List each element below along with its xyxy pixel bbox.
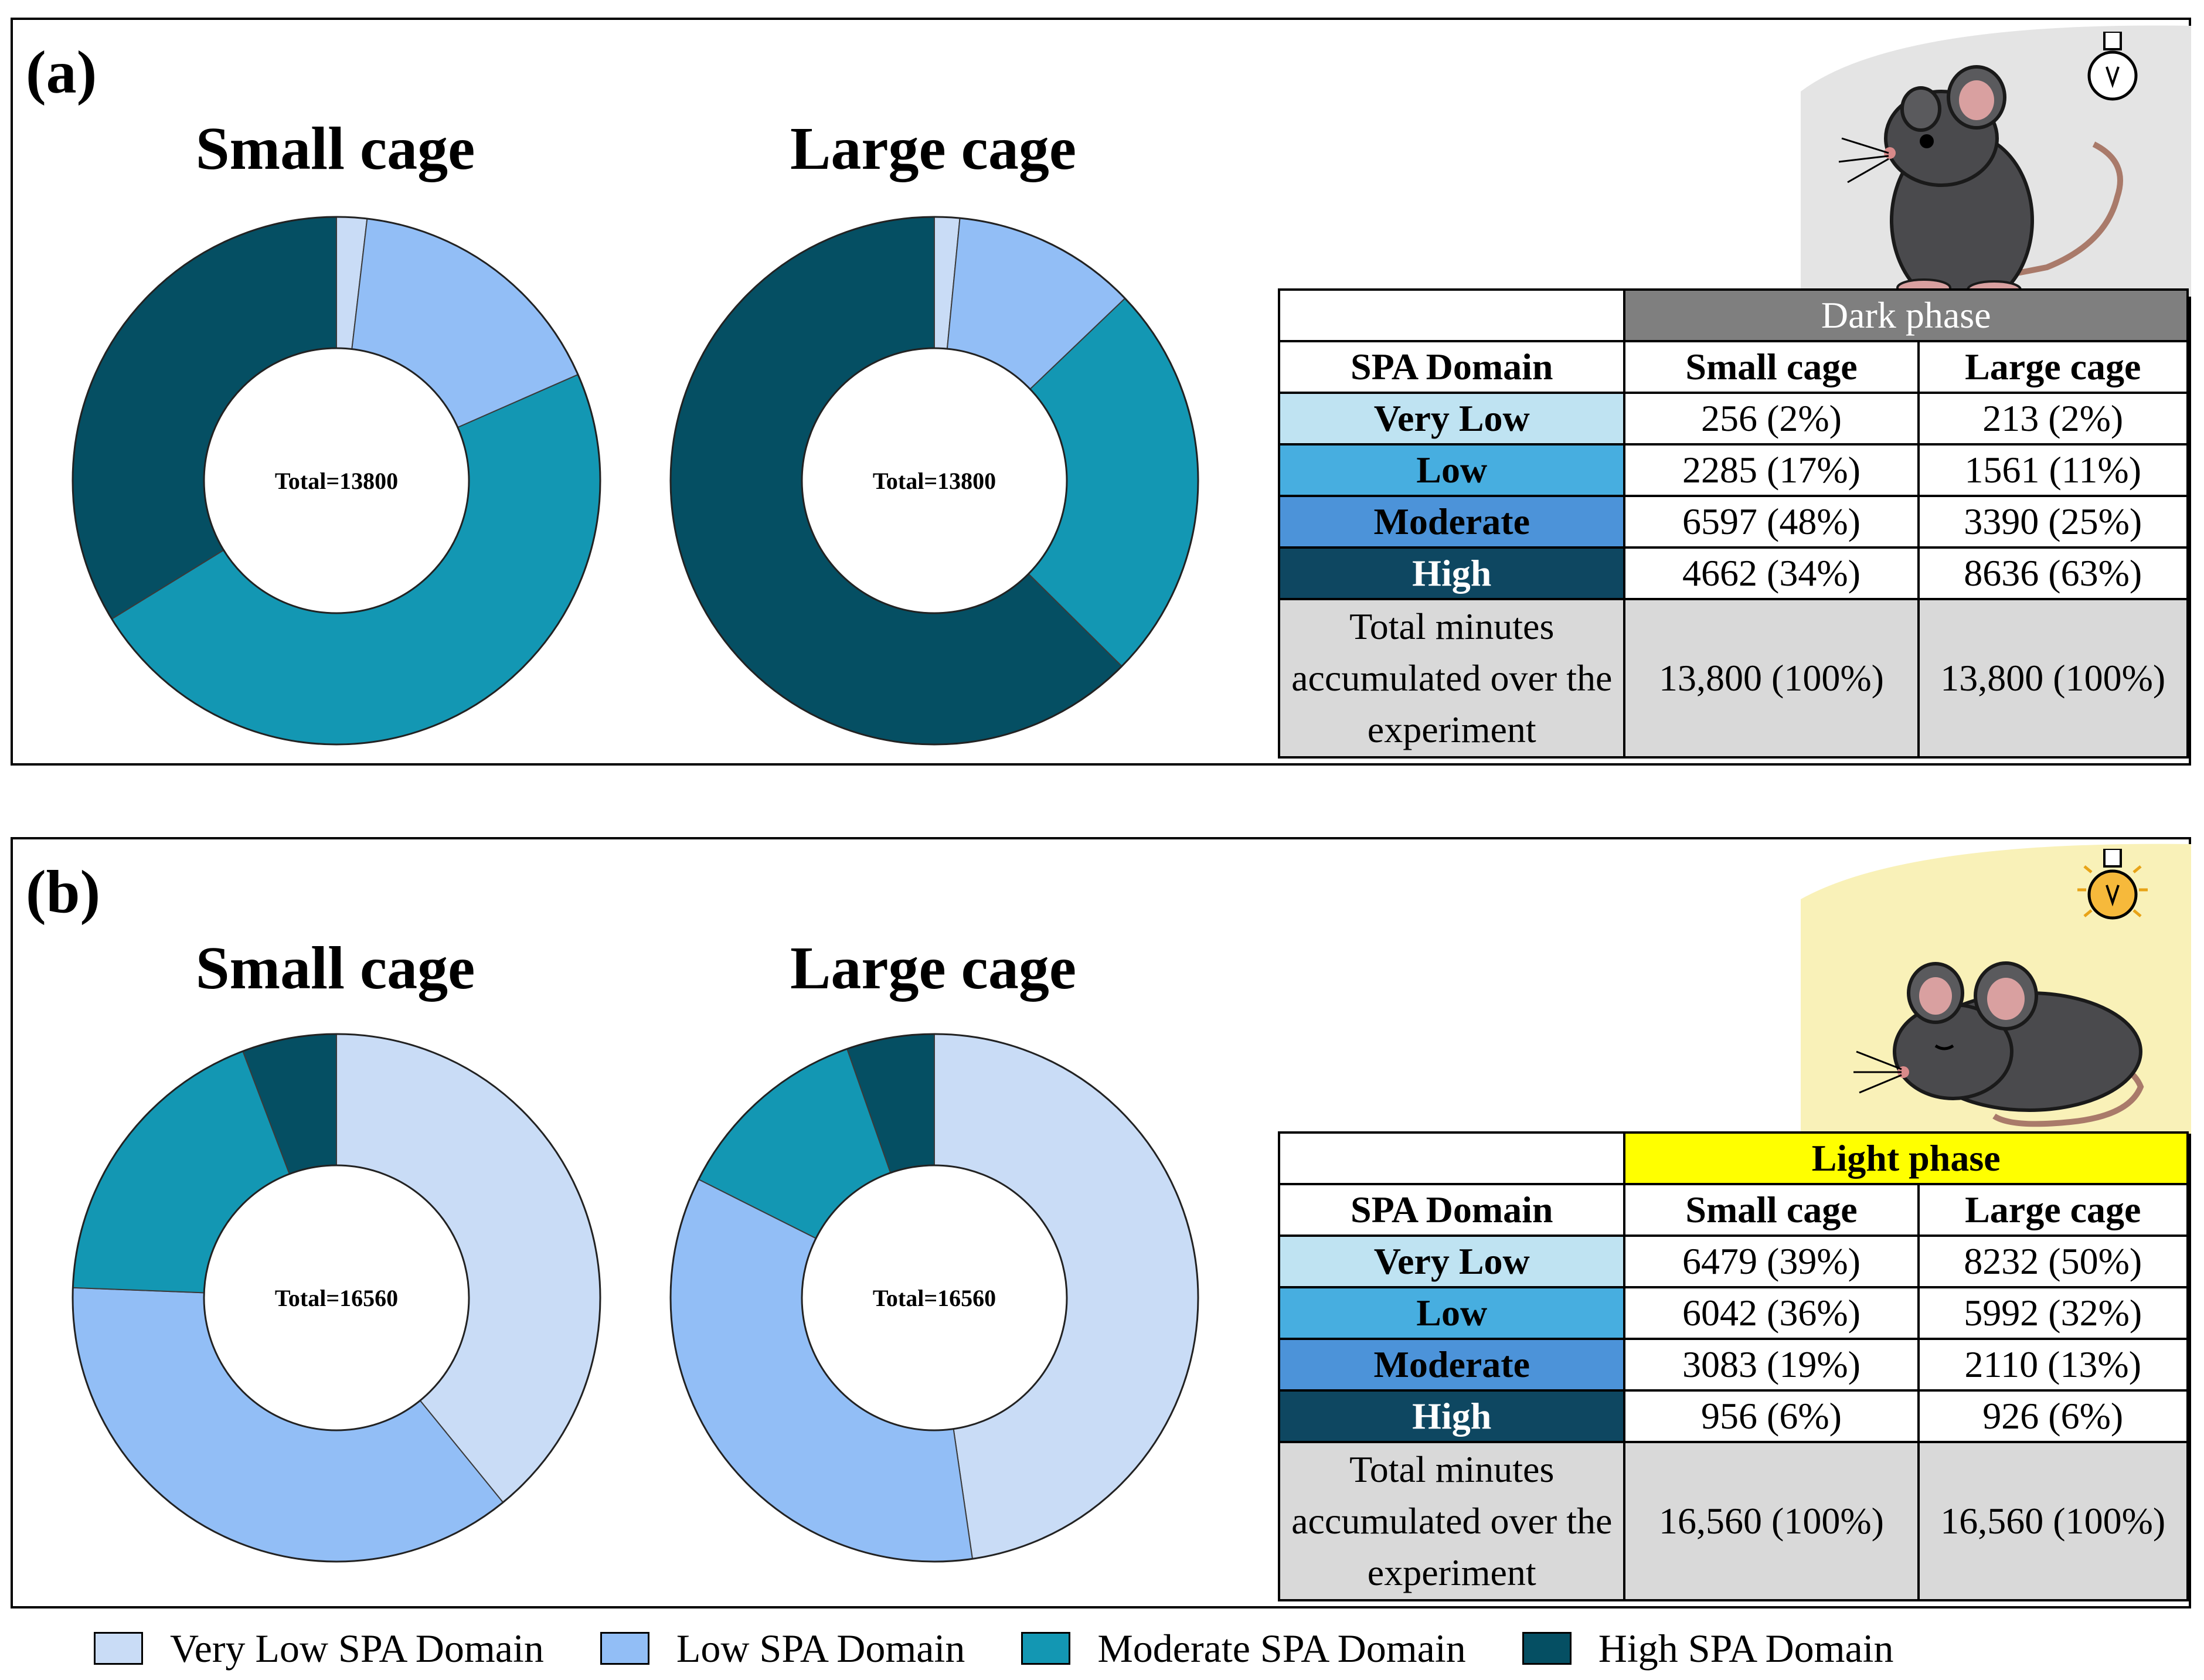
legend-swatch	[94, 1632, 143, 1665]
bulb-off-icon	[2087, 32, 2138, 101]
cell-small: 4662 (34%)	[1623, 546, 1920, 600]
legend-swatch	[1021, 1632, 1071, 1665]
empty-cell	[1277, 288, 1626, 342]
legend-item-very-low: Very Low SPA Domain	[94, 1625, 544, 1672]
donut-center-label: Total=13800	[873, 468, 996, 494]
panel-label: (b)	[26, 858, 101, 926]
legend-item-low: Low SPA Domain	[600, 1625, 965, 1672]
donut-hole	[203, 1164, 470, 1431]
legend-item-moderate: Moderate SPA Domain	[1021, 1625, 1466, 1672]
col-header-domain: SPA Domain	[1277, 1183, 1626, 1237]
sleeping-mouse-icon	[1801, 844, 2191, 1134]
donut-hole	[801, 1164, 1068, 1431]
total-small: 13,800 (100%)	[1623, 598, 1920, 759]
cell-large: 213 (2%)	[1917, 392, 2189, 445]
legend-swatch	[1522, 1632, 1572, 1665]
awake-mouse-icon	[1801, 25, 2191, 297]
legend-label: Low SPA Domain	[676, 1625, 965, 1671]
cell-large: 1561 (11%)	[1917, 443, 2189, 497]
panel-light-phase: (b) Small cage Large cage Total=16560 To…	[11, 837, 2191, 1608]
legend-item-high: High SPA Domain	[1522, 1625, 1894, 1672]
panel-dark-phase: (a) Small cage Large cage Total=13800 To…	[11, 18, 2191, 766]
donut-outline	[669, 216, 1199, 746]
row-label-low: Low	[1277, 1286, 1626, 1340]
donut-center-label: Total=16560	[275, 1285, 398, 1311]
cell-large: 926 (6%)	[1917, 1389, 2189, 1443]
cell-small: 3083 (19%)	[1623, 1338, 1920, 1392]
cell-small: 6042 (36%)	[1623, 1286, 1920, 1340]
chart-title-large-cage: Large cage	[790, 115, 1076, 182]
donut-center-label: Total=13800	[275, 468, 398, 494]
cell-small: 6597 (48%)	[1623, 495, 1920, 549]
donut-outline	[72, 216, 601, 746]
donut-outline	[72, 1033, 601, 1563]
total-label: Total minutes accumulated over the exper…	[1277, 598, 1626, 759]
row-label-low: Low	[1277, 443, 1626, 497]
row-label-high: High	[1277, 1389, 1626, 1443]
donut-chart-large-cage: Total=13800	[669, 216, 1199, 746]
chart-title-large-cage: Large cage	[790, 934, 1076, 1002]
cell-small: 6479 (39%)	[1623, 1235, 1920, 1288]
bulb-on-icon	[2077, 849, 2148, 920]
col-header-large: Large cage	[1917, 340, 2189, 394]
row-label-very-low: Very Low	[1277, 1235, 1626, 1288]
cell-large: 2110 (13%)	[1917, 1338, 2189, 1392]
cell-small: 956 (6%)	[1623, 1389, 1920, 1443]
cell-large: 8636 (63%)	[1917, 546, 2189, 600]
total-small: 16,560 (100%)	[1623, 1441, 1920, 1601]
row-label-moderate: Moderate	[1277, 1338, 1626, 1392]
donut-hole	[801, 347, 1068, 614]
legend-label: Moderate SPA Domain	[1097, 1625, 1466, 1671]
donut-outline	[669, 1033, 1199, 1563]
panel-label: (a)	[26, 39, 97, 106]
empty-cell	[1277, 1131, 1626, 1185]
cell-small: 256 (2%)	[1623, 392, 1920, 445]
col-header-small: Small cage	[1623, 1183, 1920, 1237]
donut-chart-small-cage: Total=13800	[72, 216, 601, 746]
legend-swatch	[600, 1632, 649, 1665]
chart-legend: Very Low SPA Domain Low SPA Domain Moder…	[94, 1624, 2145, 1673]
light-phase-table: Light phase SPA Domain Small cage Large …	[1277, 1131, 2189, 1601]
donut-chart-large-cage: Total=16560	[669, 1033, 1199, 1563]
total-large: 16,560 (100%)	[1917, 1441, 2189, 1601]
total-large: 13,800 (100%)	[1917, 598, 2189, 759]
row-label-moderate: Moderate	[1277, 495, 1626, 549]
donut-center-label: Total=16560	[873, 1285, 996, 1311]
chart-title-small-cage: Small cage	[195, 934, 475, 1002]
cell-large: 8232 (50%)	[1917, 1235, 2189, 1288]
row-label-high: High	[1277, 546, 1626, 600]
col-header-large: Large cage	[1917, 1183, 2189, 1237]
col-header-small: Small cage	[1623, 340, 1920, 394]
total-label: Total minutes accumulated over the exper…	[1277, 1441, 1626, 1601]
cell-large: 3390 (25%)	[1917, 495, 2189, 549]
col-header-domain: SPA Domain	[1277, 340, 1626, 394]
donut-chart-small-cage: Total=16560	[72, 1033, 601, 1563]
chart-title-small-cage: Small cage	[195, 115, 475, 182]
phase-header: Dark phase	[1623, 288, 2189, 342]
cell-large: 5992 (32%)	[1917, 1286, 2189, 1340]
legend-label: High SPA Domain	[1598, 1625, 1894, 1671]
row-label-very-low: Very Low	[1277, 392, 1626, 445]
legend-label: Very Low SPA Domain	[170, 1625, 544, 1671]
donut-hole	[203, 347, 470, 614]
dark-phase-table: Dark phase SPA Domain Small cage Large c…	[1277, 288, 2189, 759]
phase-header: Light phase	[1623, 1131, 2189, 1185]
cell-small: 2285 (17%)	[1623, 443, 1920, 497]
